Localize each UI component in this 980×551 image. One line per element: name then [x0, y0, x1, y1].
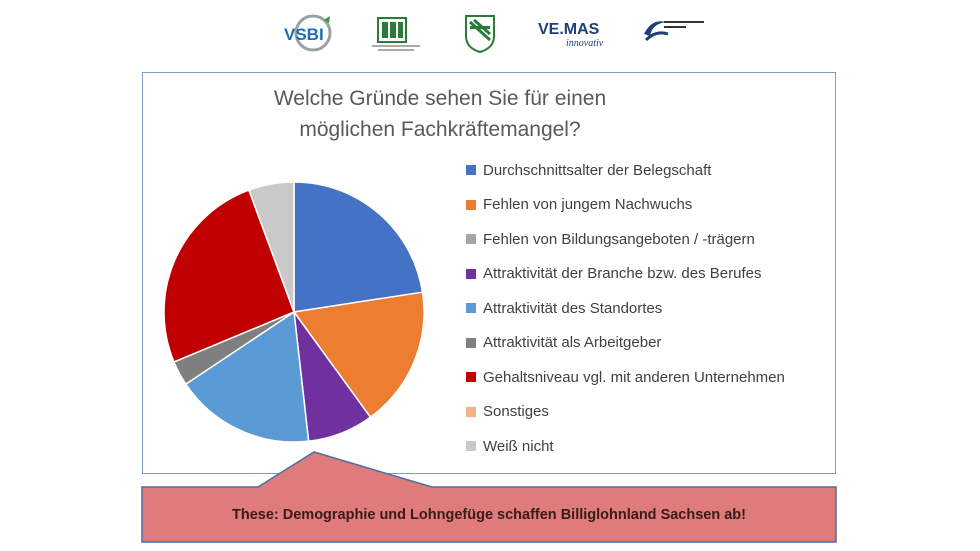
legend-item: Fehlen von Bildungsangeboten / -trägern	[466, 229, 755, 249]
legend-item: Durchschnittsalter der Belegschaft	[466, 160, 711, 180]
legend-label: Attraktivität des Standortes	[483, 299, 663, 317]
vsbi-logo-text: VSBI	[284, 25, 324, 44]
legend-swatch	[466, 165, 476, 175]
legend-label: Fehlen von jungem Nachwuchs	[483, 196, 693, 213]
legend-item: Attraktivität der Branche bzw. des Beruf…	[466, 264, 761, 284]
logo-bar: VSBI VE.MAS innovativ	[0, 0, 980, 62]
vemas-logo-text: VE.MAS	[538, 21, 600, 38]
pie-slice-6	[163, 189, 295, 363]
legend-swatch	[466, 372, 476, 382]
pie-slice-0	[293, 181, 424, 313]
legend-label: Weiß nicht	[483, 437, 554, 455]
crest-logo-1	[368, 12, 424, 54]
legend-swatch	[466, 268, 476, 279]
legend-label: Fehlen von Bildungsangeboten / -trägern	[483, 230, 755, 248]
legend-label: Attraktivität als Arbeitgeber	[483, 334, 662, 351]
legend-item: Attraktivität als Arbeitgeber	[466, 333, 661, 353]
chart-title-line-1: Welche Gründe sehen Sie für einen	[273, 87, 607, 110]
legend-swatch	[466, 303, 476, 313]
legend-item: Gehaltsniveau vgl. mit anderen Unternehm…	[466, 367, 785, 387]
legend-swatch	[466, 441, 476, 451]
legend-item: Attraktivität des Standortes	[466, 298, 662, 318]
chart-title: Welche Gründe sehen Sie für einen möglic…	[150, 83, 730, 145]
vemas-logo-subtext: innovativ	[566, 38, 604, 49]
pie-slice-1	[292, 291, 425, 419]
legend-item: Sonstiges	[466, 402, 549, 422]
chart-title-line-2: möglichen Fachkräftemangel?	[299, 118, 581, 141]
pie-chart	[163, 181, 425, 443]
legend-item: Weiß nicht	[466, 436, 554, 456]
vsbi-logo: VSBI	[280, 12, 338, 54]
pie-slice-8	[247, 181, 295, 313]
callout-bubble	[141, 451, 837, 543]
legend-label: Sonstiges	[483, 403, 549, 420]
legend-swatch	[466, 337, 476, 348]
thesis-text: These: Demographie und Lohngefüge schaff…	[232, 506, 746, 523]
kompetenzzentrum-logo	[640, 12, 714, 54]
vemas-logo: VE.MAS innovativ	[536, 12, 614, 54]
legend-item: Fehlen von jungem Nachwuchs	[466, 195, 692, 215]
legend-label: Attraktivität der Branche bzw. des Beruf…	[483, 265, 762, 282]
legend-swatch	[466, 406, 476, 417]
legend-swatch	[466, 234, 476, 244]
legend-label: Gehaltsniveau vgl. mit anderen Unternehm…	[483, 368, 785, 386]
legend-label: Durchschnittsalter der Belegschaft	[483, 161, 712, 179]
crest-logo-2	[452, 12, 508, 54]
legend-swatch	[466, 199, 476, 210]
pie-slice-4	[184, 310, 310, 443]
